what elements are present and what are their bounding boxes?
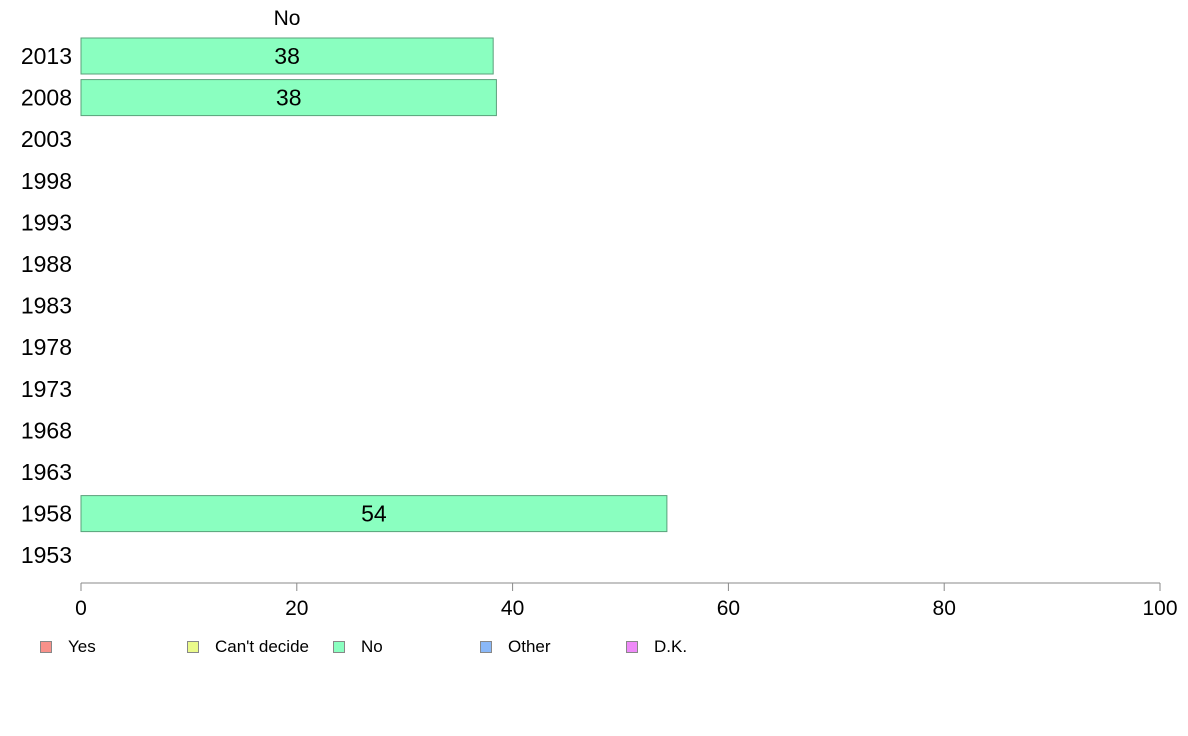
legend-swatch bbox=[40, 641, 52, 653]
legend-label: Can't decide bbox=[215, 637, 309, 656]
legend-item: Can't decide bbox=[187, 637, 309, 657]
legend-label: D.K. bbox=[654, 637, 688, 656]
legend-label: Yes bbox=[68, 637, 96, 656]
legend-label: No bbox=[361, 637, 383, 656]
y-tick-label: 2013 bbox=[21, 43, 72, 69]
legend-label: Other bbox=[508, 637, 551, 656]
y-tick-label: 1993 bbox=[21, 209, 72, 235]
y-tick-label: 1973 bbox=[21, 376, 72, 402]
y-tick-label: 1998 bbox=[21, 168, 72, 194]
legend-swatch bbox=[187, 641, 199, 653]
bar bbox=[80, 37, 494, 75]
bar-value-label: 38 bbox=[274, 43, 300, 69]
x-tick-label: 60 bbox=[717, 597, 740, 620]
bar-value-label: 54 bbox=[361, 501, 387, 527]
legend-item: D.K. bbox=[626, 637, 687, 657]
legend-item: Yes bbox=[40, 637, 96, 657]
y-axis-labels: 2013 2008 2003 1998 1993 1988 1983 1978 1973 1968… bbox=[21, 43, 72, 568]
x-tick-label: 40 bbox=[501, 597, 524, 620]
y-tick-label: 1983 bbox=[21, 293, 72, 319]
y-tick-label: 2008 bbox=[21, 85, 72, 111]
y-tick-label: 1953 bbox=[21, 542, 72, 568]
bars-group: 38 38 54 bbox=[80, 37, 668, 533]
y-tick-label: 1968 bbox=[21, 417, 72, 443]
x-tick-label: 80 bbox=[933, 597, 956, 620]
x-axis: 0 20 40 60 80 100 bbox=[75, 582, 1178, 620]
bar-value-label: 38 bbox=[276, 85, 302, 111]
series-header-label: No bbox=[274, 7, 301, 30]
legend-swatch bbox=[626, 641, 638, 653]
x-tick-label: 20 bbox=[285, 597, 308, 620]
bar bbox=[80, 495, 668, 533]
legend-swatch bbox=[480, 641, 492, 653]
legend-item: Other bbox=[480, 637, 551, 657]
bar bbox=[80, 79, 497, 117]
legend-swatch bbox=[333, 641, 345, 653]
x-tick-label: 100 bbox=[1142, 597, 1177, 620]
y-tick-label: 1978 bbox=[21, 334, 72, 360]
y-tick-label: 1958 bbox=[21, 501, 72, 527]
y-tick-label: 1988 bbox=[21, 251, 72, 277]
x-tick-label: 0 bbox=[75, 597, 87, 620]
legend-item: No bbox=[333, 637, 383, 657]
y-tick-label: 2003 bbox=[21, 126, 72, 152]
y-tick-label: 1963 bbox=[21, 459, 72, 485]
